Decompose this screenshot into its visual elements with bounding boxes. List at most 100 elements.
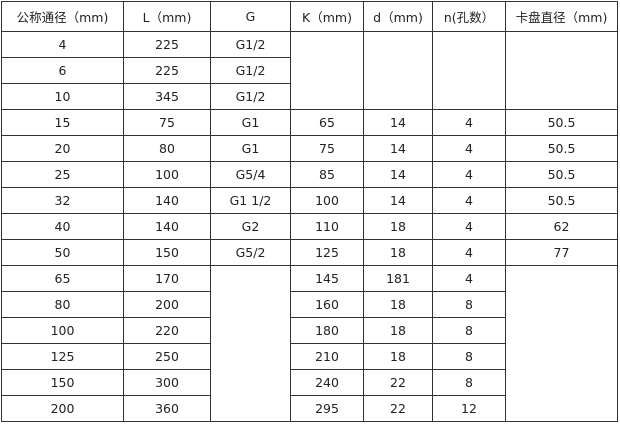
table-cell: 181 (363, 265, 433, 292)
table-cell: 22 (363, 369, 433, 396)
empty-merged-cell (363, 31, 433, 110)
table-cell: 240 (290, 369, 364, 396)
table-cell: 4 (432, 161, 506, 188)
empty-merged-cell (505, 31, 618, 110)
table-row: 50 150 G5/2 125 18 4 77 (1, 239, 618, 266)
table-cell: 12 (432, 395, 506, 422)
table-cell: 18 (363, 291, 433, 318)
column-header: L（mm) (123, 1, 211, 32)
table-cell: 4 (1, 31, 124, 58)
table-cell: 4 (432, 265, 506, 292)
table-cell: 65 (1, 265, 124, 292)
table-cell: 14 (363, 161, 433, 188)
table-cell: 18 (363, 239, 433, 266)
empty-merged-cell (432, 31, 506, 110)
column-header: n(孔数） (432, 1, 506, 32)
table-row: 150 300 240 22 8 (1, 369, 618, 396)
column-header: K（mm) (290, 1, 364, 32)
table-cell: G1/2 (210, 57, 291, 84)
table-cell: 100 (290, 187, 364, 214)
table-cell: 4 (432, 213, 506, 240)
table-cell: 125 (290, 239, 364, 266)
table-cell: 8 (432, 369, 506, 396)
table-cell: G2 (210, 213, 291, 240)
column-header: 公称通径（mm) (1, 1, 124, 32)
table-cell: 100 (1, 317, 124, 344)
table-cell: 180 (290, 317, 364, 344)
table-cell: 18 (363, 317, 433, 344)
table-cell: 50.5 (505, 109, 618, 136)
table-row: 4 225 G1/2 (1, 31, 618, 110)
table-cell: 20 (1, 135, 124, 162)
table-cell: 220 (123, 317, 211, 344)
table-cell: 200 (123, 291, 211, 318)
table-cell: 80 (123, 135, 211, 162)
empty-merged-cell (505, 265, 618, 422)
table-cell: 50.5 (505, 187, 618, 214)
table-cell: 14 (363, 109, 433, 136)
table-cell: 18 (363, 343, 433, 370)
table-cell: 140 (123, 213, 211, 240)
table-row: 125 250 210 18 8 (1, 343, 618, 370)
table-cell: 22 (363, 395, 433, 422)
table-cell: 145 (290, 265, 364, 292)
table-cell: G1 (210, 135, 291, 162)
table-row: 25 100 G5/4 85 14 4 50.5 (1, 161, 618, 188)
table-cell: 4 (432, 109, 506, 136)
table-cell: 15 (1, 109, 124, 136)
table-row: 15 75 G1 65 14 4 50.5 (1, 109, 618, 136)
table-row: 80 200 160 18 8 (1, 291, 618, 318)
header-row: 公称通径（mm) L（mm) G K（mm) d（mm) n(孔数） 卡盘直径（mm) (1, 1, 618, 32)
table-cell: 14 (363, 187, 433, 214)
table-cell: 200 (1, 395, 124, 422)
table-cell: 210 (290, 343, 364, 370)
table-cell: G5/2 (210, 239, 291, 266)
table-cell: 4 (432, 239, 506, 266)
table-cell: 6 (1, 57, 124, 84)
table-row: 32 140 G1 1/2 100 14 4 50.5 (1, 187, 618, 214)
column-header: d（mm) (363, 1, 433, 32)
table-cell: G1/2 (210, 83, 291, 110)
table-row: 20 80 G1 75 14 4 50.5 (1, 135, 618, 162)
table-cell: G1 1/2 (210, 187, 291, 214)
table-cell: 75 (123, 109, 211, 136)
table-cell: G1 (210, 109, 291, 136)
table-cell: 18 (363, 213, 433, 240)
table-cell: 4 (432, 135, 506, 162)
table-cell: 85 (290, 161, 364, 188)
table-row: 40 140 G2 110 18 4 62 (1, 213, 618, 240)
table-cell: 8 (432, 343, 506, 370)
empty-merged-cell (210, 265, 291, 422)
table-cell: 100 (123, 161, 211, 188)
table-cell: 8 (432, 291, 506, 318)
table-cell: 10 (1, 83, 124, 110)
table-cell: 170 (123, 265, 211, 292)
column-header: 卡盘直径（mm) (505, 1, 618, 32)
table-cell: 8 (432, 317, 506, 344)
table-cell: 77 (505, 239, 618, 266)
table-cell: 50.5 (505, 135, 618, 162)
table-cell: 125 (1, 343, 124, 370)
table-cell: 225 (123, 57, 211, 84)
table-cell: 65 (290, 109, 364, 136)
table-row: 65 170 145 181 4 (1, 265, 618, 422)
table-cell: 150 (1, 369, 124, 396)
table-cell: G1/2 (210, 31, 291, 58)
table-cell: 345 (123, 83, 211, 110)
table-cell: 300 (123, 369, 211, 396)
table-cell: 80 (1, 291, 124, 318)
table-cell: 150 (123, 239, 211, 266)
table-cell: G5/4 (210, 161, 291, 188)
column-header: G (210, 1, 291, 32)
table-cell: 62 (505, 213, 618, 240)
table-cell: 360 (123, 395, 211, 422)
table-cell: 110 (290, 213, 364, 240)
table-cell: 50.5 (505, 161, 618, 188)
table-cell: 75 (290, 135, 364, 162)
table-cell: 32 (1, 187, 124, 214)
table-cell: 25 (1, 161, 124, 188)
table-cell: 4 (432, 187, 506, 214)
table-cell: 250 (123, 343, 211, 370)
table-row: 200 360 295 22 12 (1, 395, 618, 422)
